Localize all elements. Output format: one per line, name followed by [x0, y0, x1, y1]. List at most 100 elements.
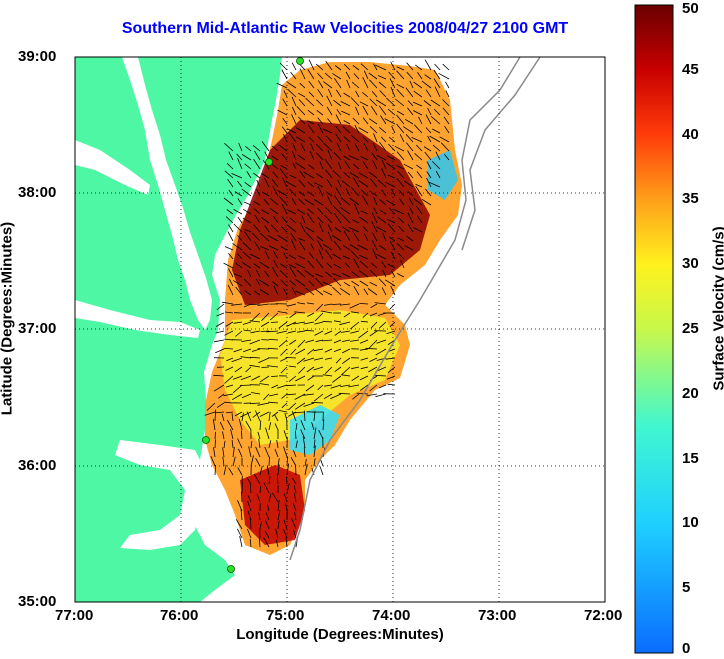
velocity-vector — [317, 80, 324, 89]
grid-lines — [75, 57, 605, 602]
velocity-vector — [330, 393, 342, 400]
velocity-vector — [235, 262, 243, 269]
velocity-vector — [251, 375, 261, 381]
velocity-vector — [225, 366, 234, 371]
velocity-vector — [256, 493, 261, 503]
velocity-vector — [432, 144, 441, 152]
velocity-vector — [322, 320, 333, 323]
velocity-vector — [239, 384, 252, 386]
velocity-vector — [333, 263, 342, 269]
velocity-vector — [388, 348, 396, 352]
velocity-vector — [241, 339, 252, 342]
velocity-vector — [326, 191, 333, 197]
velocity-vector — [379, 321, 387, 329]
velocity-vector — [276, 330, 288, 334]
velocity-vector — [341, 366, 351, 376]
velocity-vector — [278, 144, 288, 152]
velocity-vector — [259, 485, 262, 494]
velocity-vector — [327, 149, 333, 161]
velocity-vector — [305, 287, 315, 296]
velocity-vector — [332, 273, 342, 278]
velocity-vector — [333, 240, 342, 251]
velocity-vector — [354, 124, 360, 134]
velocity-vector — [365, 347, 378, 350]
velocity-vector — [246, 171, 252, 179]
velocity-vector — [411, 137, 423, 143]
velocity-vector — [343, 312, 351, 318]
velocity-vector — [298, 237, 306, 242]
velocity-vector — [255, 410, 261, 422]
velocity-vector — [372, 232, 378, 242]
velocity-vector — [277, 510, 281, 521]
velocity-vector — [223, 393, 234, 397]
velocity-vector — [327, 88, 333, 98]
velocity-vector — [231, 357, 243, 363]
velocity-vector — [433, 108, 441, 116]
velocity-vector — [260, 330, 270, 332]
velocity-vector — [322, 419, 325, 431]
velocity-vector — [362, 77, 369, 89]
velocity-vector — [263, 393, 270, 401]
velocity-vector — [324, 303, 333, 306]
velocity-vector — [247, 528, 252, 539]
velocity-vector — [343, 155, 351, 161]
velocity-vector — [376, 339, 387, 344]
velocity-vector — [265, 427, 270, 440]
velocity-vector — [214, 339, 225, 343]
velocity-vector — [281, 126, 288, 134]
velocity-vector — [224, 338, 234, 341]
colorbar-tick: 0 — [682, 640, 691, 657]
velocity-vector — [307, 181, 315, 188]
velocity-vector — [359, 260, 369, 269]
velocity-vector — [247, 269, 252, 278]
velocity-vector — [334, 366, 342, 373]
velocity-vector — [270, 321, 279, 323]
velocity-vector — [303, 410, 306, 422]
velocity-vector — [340, 101, 351, 107]
velocity-vector — [353, 177, 360, 188]
velocity-vector — [210, 455, 216, 467]
velocity-vector — [283, 90, 288, 98]
velocity-vector — [315, 143, 324, 152]
velocity-vector — [319, 161, 324, 170]
velocity-vector — [381, 261, 387, 269]
velocity-vector — [236, 153, 243, 161]
velocity-vector — [331, 303, 342, 305]
velocity-vector — [254, 214, 261, 224]
velocity-vector — [407, 150, 414, 161]
velocity-vector — [244, 181, 252, 188]
velocity-vector — [396, 165, 405, 170]
velocity-vector — [286, 128, 297, 134]
velocity-vector — [316, 152, 324, 161]
velocity-vector — [399, 198, 405, 206]
velocity-vector — [340, 197, 351, 206]
velocity-vector — [286, 393, 297, 396]
velocity-vector — [396, 83, 405, 89]
velocity-vector — [345, 188, 351, 197]
velocity-vector — [349, 303, 360, 309]
velocity-vector — [249, 484, 252, 494]
velocity-vector — [362, 117, 369, 125]
velocity-vector — [282, 98, 288, 107]
velocity-vector — [336, 109, 342, 116]
velocity-vector — [326, 178, 333, 188]
velocity-vector — [343, 120, 351, 125]
velocity-vector — [327, 118, 333, 125]
velocity-vector — [275, 539, 279, 548]
velocity-vector — [255, 278, 261, 287]
velocity-vector — [334, 330, 342, 336]
velocity-vector — [354, 143, 360, 152]
velocity-vector — [297, 330, 306, 333]
velocity-vector — [359, 348, 369, 351]
velocity-vector — [304, 463, 308, 476]
velocity-vector — [343, 230, 351, 242]
velocity-vector — [244, 163, 252, 170]
velocity-vector — [423, 100, 432, 107]
velocity-vector — [332, 170, 342, 179]
velocity-vector — [235, 519, 243, 530]
velocity-vector — [233, 348, 243, 353]
velocity-vector — [237, 253, 243, 260]
velocity-vector — [439, 136, 450, 143]
velocity-vector — [368, 339, 378, 349]
velocity-vector — [295, 263, 306, 269]
